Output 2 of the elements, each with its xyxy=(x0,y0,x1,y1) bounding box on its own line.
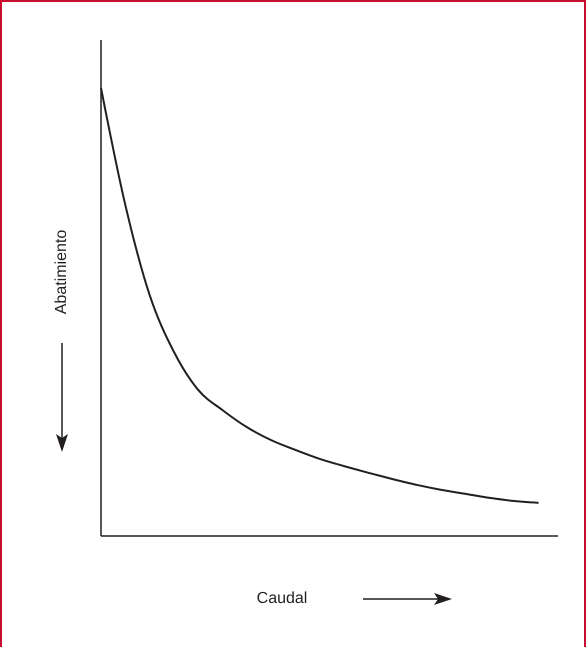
x-axis-title: Caudal xyxy=(256,590,308,608)
y-axis-title: Abatimiento xyxy=(53,230,70,314)
